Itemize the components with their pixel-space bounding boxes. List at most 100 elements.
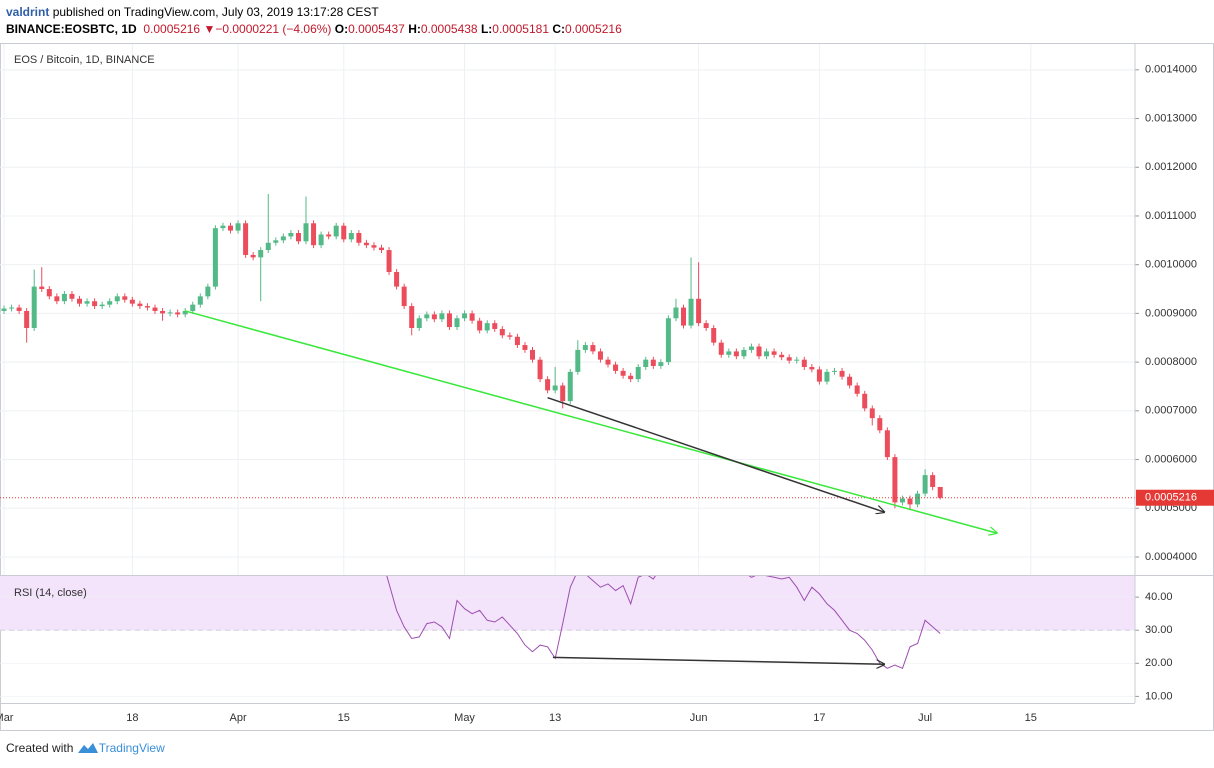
- candle-body: [273, 240, 279, 243]
- candle-body: [530, 349, 536, 360]
- candle-body: [590, 345, 596, 352]
- y-tick-label: 0.0011000: [1145, 210, 1196, 222]
- x-tick-label: 15: [1025, 712, 1037, 724]
- candle-body: [129, 299, 135, 304]
- candle-body: [779, 354, 785, 358]
- candle-body: [265, 242, 271, 251]
- candle-body: [318, 234, 324, 246]
- candle-body: [575, 349, 581, 372]
- candle-body: [92, 301, 98, 307]
- candle-body: [409, 306, 415, 329]
- candle-body: [144, 306, 150, 308]
- candle-body: [31, 286, 37, 329]
- trend-line: [547, 396, 885, 512]
- publish-line: valdrint published on TradingView.com, J…: [6, 4, 622, 21]
- candle-body: [228, 225, 234, 231]
- candle-body: [16, 307, 22, 311]
- candle-body: [930, 475, 936, 487]
- y-tick-label: 20.00: [1145, 657, 1173, 669]
- candle-body: [507, 335, 513, 337]
- candle-body: [696, 298, 702, 324]
- candle-body: [152, 307, 158, 311]
- candle-body: [1, 308, 7, 311]
- ohlc-label: H:: [408, 22, 421, 36]
- ohlc-value: 0.0005438: [420, 22, 478, 36]
- y-tick-label: 0.0009000: [1145, 307, 1197, 319]
- candle-body: [326, 234, 332, 237]
- candle-body: [348, 233, 354, 240]
- header: valdrint published on TradingView.com, J…: [6, 4, 622, 38]
- candle-body: [597, 351, 603, 360]
- candle-body: [394, 271, 400, 287]
- candle-body: [39, 286, 45, 290]
- ohlc-value: 0.0005216: [565, 22, 622, 36]
- candle-body: [922, 475, 928, 494]
- candle-body: [477, 320, 483, 331]
- candle-body: [484, 323, 490, 331]
- x-tick-label: Apr: [229, 712, 246, 724]
- candle-body: [243, 223, 249, 255]
- symbol: BINANCE:EOSBTC, 1D: [6, 22, 137, 36]
- x-tick-label: Jul: [918, 712, 932, 724]
- candle-body: [212, 228, 218, 287]
- candle-body: [235, 223, 241, 231]
- candle-body: [839, 370, 845, 377]
- candle-body: [69, 293, 75, 299]
- candle-body: [122, 296, 128, 300]
- candle-body: [620, 370, 626, 376]
- candle-body: [114, 296, 120, 302]
- candle-body: [703, 323, 709, 329]
- candle-body: [915, 493, 921, 505]
- candle-body: [733, 351, 739, 357]
- candle-body: [741, 349, 747, 357]
- candle-body: [854, 385, 860, 394]
- candle-body: [416, 318, 422, 329]
- x-tick-label: May: [454, 712, 475, 724]
- ohlc-value: 0.0005437: [348, 22, 405, 36]
- candle-body: [892, 457, 898, 503]
- ohlc-value: 0.0005181: [492, 22, 549, 36]
- candle-body: [786, 357, 792, 361]
- candle-body: [258, 250, 264, 258]
- candle-body: [205, 286, 211, 297]
- candle-body: [899, 498, 905, 503]
- candle-body: [560, 385, 566, 402]
- candle-body: [77, 298, 83, 304]
- candle-body: [605, 359, 611, 365]
- candle-body: [582, 345, 588, 350]
- candle-body: [771, 351, 777, 355]
- candle-body: [937, 486, 943, 498]
- x-tick-label: 13: [549, 712, 561, 724]
- candle-body: [681, 307, 687, 326]
- x-tick-label: Jun: [690, 712, 708, 724]
- candle-body: [711, 328, 717, 343]
- candle-body: [643, 359, 649, 367]
- candle-body: [748, 346, 754, 350]
- y-tick-label: 0.0014000: [1145, 64, 1197, 76]
- ohlc: O:0.0005437 H:0.0005438 L:0.0005181 C:0.…: [335, 22, 622, 36]
- candle-body: [499, 328, 505, 336]
- candle-body: [446, 313, 452, 328]
- rsi-line: [386, 576, 941, 669]
- candle-body: [658, 362, 664, 367]
- candle-body: [764, 351, 770, 357]
- candle-body: [688, 298, 694, 326]
- candle-body: [439, 313, 445, 320]
- author: valdrint: [6, 5, 50, 19]
- candle-body: [462, 313, 468, 319]
- candle-body: [84, 301, 90, 304]
- candle-body: [61, 293, 67, 302]
- published: published on TradingView.com, July 03, 2…: [52, 5, 379, 19]
- candle-body: [160, 310, 166, 314]
- y-tick-label: 10.00: [1145, 690, 1173, 702]
- arrow: ▼: [203, 22, 216, 36]
- y-tick-label: 0.0007000: [1145, 405, 1197, 417]
- candle-body: [869, 408, 875, 419]
- y-tick-label: 0.0008000: [1145, 356, 1197, 368]
- candle-body: [250, 254, 256, 258]
- candle-body: [137, 303, 143, 307]
- candle-body: [175, 312, 181, 315]
- candle-body: [824, 371, 830, 382]
- candle-body: [107, 301, 113, 305]
- candle-body: [431, 314, 437, 320]
